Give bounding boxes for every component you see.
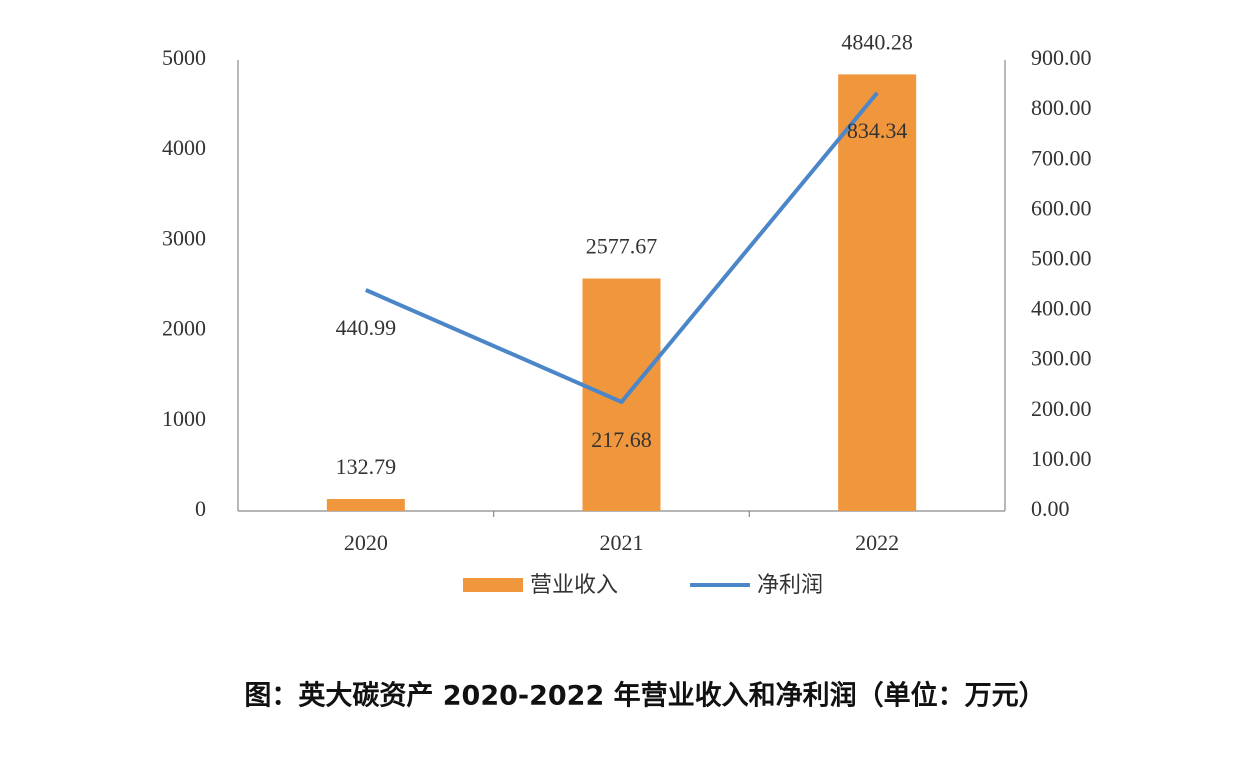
bar — [326, 499, 405, 511]
y2-tick-label: 800.00 — [1031, 95, 1092, 120]
y2-tick-label: 400.00 — [1031, 296, 1092, 321]
y-tick-label: 2000 — [162, 316, 206, 341]
y-tick-label: 1000 — [162, 406, 206, 431]
line — [365, 91, 879, 404]
y2-tick-label: 100.00 — [1031, 446, 1092, 471]
legend-label: 净利润 — [757, 573, 823, 598]
x-tick-label: 2020 — [344, 530, 388, 555]
x-tick-label: 2021 — [600, 530, 644, 555]
line-value-label: 834.34 — [847, 118, 908, 143]
bar-value-label: 2577.67 — [586, 234, 658, 259]
y-tick-label: 0 — [195, 496, 206, 521]
y-tick-label: 5000 — [162, 45, 206, 70]
line-value-label: 217.68 — [591, 427, 652, 452]
x-tick-label: 2022 — [855, 530, 899, 555]
line-value-label: 440.99 — [336, 315, 397, 340]
y-tick-label: 4000 — [162, 135, 206, 160]
bar — [838, 74, 917, 512]
y-tick-label: 3000 — [162, 225, 206, 250]
bar-value-label: 4840.28 — [841, 29, 913, 54]
y2-tick-label: 200.00 — [1031, 396, 1092, 421]
chart-title: 图：英大碳资产 2020-2022 年营业收入和净利润（单位：万元） — [244, 680, 1045, 712]
y2-tick-label: 500.00 — [1031, 245, 1092, 270]
y2-tick-label: 300.00 — [1031, 346, 1092, 371]
bar — [582, 278, 661, 511]
y2-tick-label: 700.00 — [1031, 145, 1092, 170]
y2-tick-label: 600.00 — [1031, 195, 1092, 220]
y2-tick-label: 900.00 — [1031, 45, 1092, 70]
legend-swatch — [463, 578, 523, 592]
legend-label: 营业收入 — [530, 573, 618, 598]
bar-value-label: 132.79 — [336, 454, 397, 479]
y2-tick-label: 0.00 — [1031, 496, 1070, 521]
